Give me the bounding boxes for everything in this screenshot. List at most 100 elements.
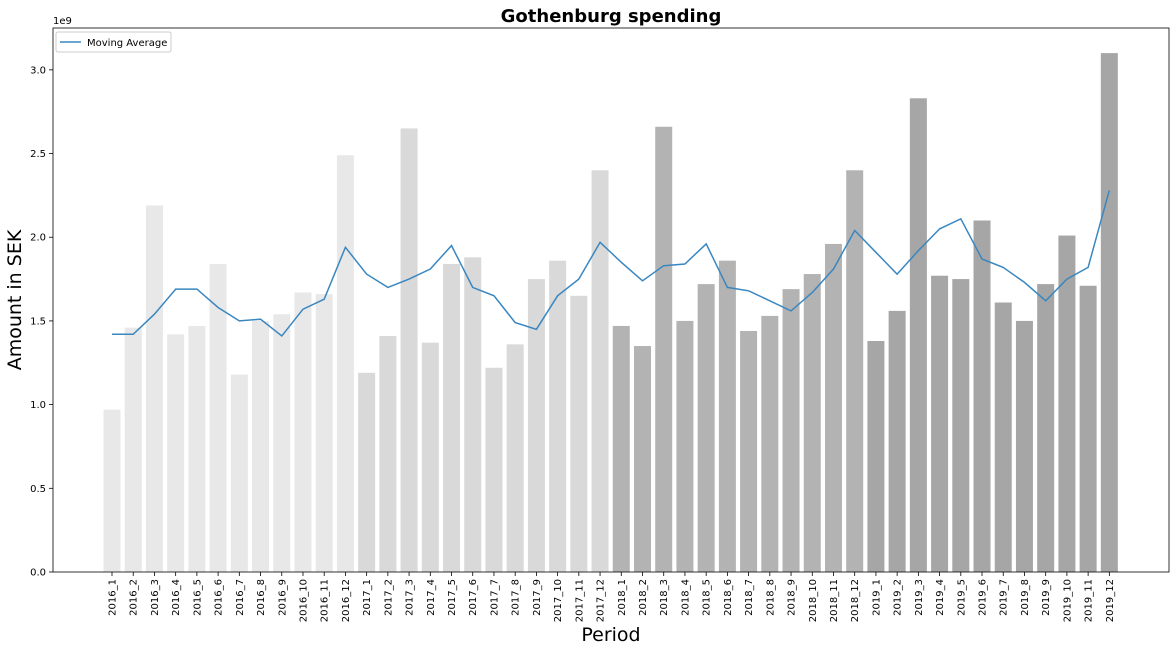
bar-2018_12 [846, 170, 864, 572]
x-axis-label: Period [581, 624, 640, 646]
x-tick-label: 2017_1 [362, 579, 373, 616]
bar-2017_3 [400, 128, 418, 572]
bar-2017_10 [549, 260, 567, 572]
plot-frame [52, 27, 1170, 573]
x-tick-label: 2019_11 [1084, 579, 1095, 622]
x-tick-label: 2018_6 [723, 579, 734, 616]
x-tick-label: 2019_6 [978, 579, 989, 616]
x-tick-label: 2016_4 [171, 579, 182, 616]
y-axis: 0.0 0.5 1.0 1.5 2.0 2.5 3.0 [30, 65, 53, 579]
x-tick-label: 2017_10 [553, 579, 564, 622]
x-tick-label: 2017_7 [489, 579, 500, 616]
bar-2017_8 [506, 344, 524, 572]
bar-2018_7 [740, 330, 758, 572]
x-tick-label: 2018_1 [617, 579, 628, 616]
bar-2016_4 [167, 334, 185, 572]
bar-2018_9 [782, 289, 800, 572]
y-tick-label: 0.0 [30, 568, 46, 579]
x-tick-label: 2018_9 [787, 579, 798, 616]
bar-2019_7 [994, 302, 1012, 572]
x-tick-label: 2018_4 [680, 579, 691, 616]
moving-average-line [112, 190, 1111, 338]
y-tick-label: 2.0 [30, 233, 46, 244]
bar-2017_1 [358, 372, 376, 572]
bar-2017_6 [464, 257, 482, 572]
y-tick-label: 2.5 [30, 149, 46, 160]
y-tick-label: 1.5 [30, 316, 46, 327]
x-tick-label: 2018_10 [808, 579, 819, 622]
x-tick-label: 2019_8 [1020, 579, 1031, 616]
x-tick-label: 2016_2 [129, 579, 140, 616]
x-tick-label: 2018_3 [659, 579, 670, 616]
bar-2019_5 [952, 279, 970, 572]
bar-2019_1 [867, 341, 885, 572]
x-tick-label: 2017_3 [405, 579, 416, 616]
bar-2016_8 [252, 320, 270, 572]
x-tick-label: 2016_5 [192, 579, 203, 616]
x-axis: 2016_1 2016_2 2016_3 2016_4 2016_5 2016_6 2016… [108, 572, 1116, 622]
bar-2019_4 [931, 275, 949, 572]
x-tick-label: 2018_7 [744, 579, 755, 616]
bar-2017_2 [379, 335, 397, 572]
x-tick-label: 2016_8 [256, 579, 267, 616]
bar-2017_12 [591, 170, 609, 572]
y-offset-label: 1e9 [53, 16, 72, 27]
x-tick-label: 2017_4 [426, 579, 437, 616]
bar-2016_7 [230, 374, 248, 572]
bar-2019_12 [1100, 53, 1118, 573]
x-tick-label: 2018_2 [638, 579, 649, 616]
bar-2016_10 [294, 292, 312, 572]
x-tick-label: 2019_9 [1041, 579, 1052, 616]
bar-2016_9 [273, 314, 291, 572]
bar-2019_3 [909, 98, 927, 572]
legend-box [55, 31, 172, 53]
x-tick-label: 2019_3 [914, 579, 925, 616]
x-tick-label: 2018_12 [850, 579, 861, 622]
bar-2019_8 [1015, 320, 1033, 572]
bar-2018_8 [761, 315, 779, 572]
x-tick-label: 2016_1 [108, 579, 119, 616]
bar-2016_12 [336, 155, 354, 572]
bar-2019_9 [1037, 284, 1055, 572]
bar-2016_3 [145, 205, 163, 573]
bar-2017_4 [421, 342, 439, 572]
x-tick-label: 2019_5 [956, 579, 967, 616]
chart-title: Gothenburg spending [501, 6, 722, 27]
x-tick-label: 2017_8 [511, 579, 522, 616]
bars-layer [103, 53, 1118, 573]
x-tick-label: 2017_5 [447, 579, 458, 616]
moving-average-layer [112, 190, 1111, 338]
x-tick-label: 2019_12 [1105, 579, 1116, 622]
bar-2017_9 [527, 279, 545, 572]
bar-2019_10 [1058, 235, 1076, 572]
bar-2018_2 [634, 346, 651, 572]
x-tick-label: 2016_7 [235, 579, 246, 616]
bar-2018_3 [655, 126, 673, 572]
y-axis-label: Amount in SEK [4, 229, 26, 370]
x-tick-label: 2017_6 [468, 579, 479, 616]
x-tick-label: 2019_7 [999, 579, 1010, 616]
bar-2018_11 [824, 243, 842, 572]
bar-2019_6 [973, 220, 991, 572]
y-tick-label: 3.0 [30, 65, 46, 76]
bar-2016_11 [315, 294, 333, 572]
y-tick-label: 1.0 [30, 400, 46, 411]
bar-2017_5 [443, 264, 461, 572]
x-tick-label: 2019_1 [871, 579, 882, 616]
x-tick-label: 2017_2 [383, 579, 394, 616]
bar-2018_6 [718, 260, 736, 572]
x-tick-label: 2018_5 [702, 579, 713, 616]
x-tick-label: 2019_4 [935, 579, 946, 616]
x-tick-label: 2017_12 [596, 579, 607, 622]
x-tick-label: 2016_9 [277, 579, 288, 616]
legend: Moving Average [55, 31, 172, 53]
bar-2019_2 [888, 310, 906, 572]
x-tick-label: 2019_2 [893, 579, 904, 616]
x-tick-label: 2018_8 [765, 579, 776, 616]
bar-2017_7 [485, 367, 503, 572]
x-tick-label: 2019_10 [1062, 579, 1073, 622]
x-tick-label: 2016_6 [214, 579, 225, 616]
legend-label: Moving Average [87, 38, 167, 49]
y-tick-label: 0.5 [30, 484, 46, 495]
